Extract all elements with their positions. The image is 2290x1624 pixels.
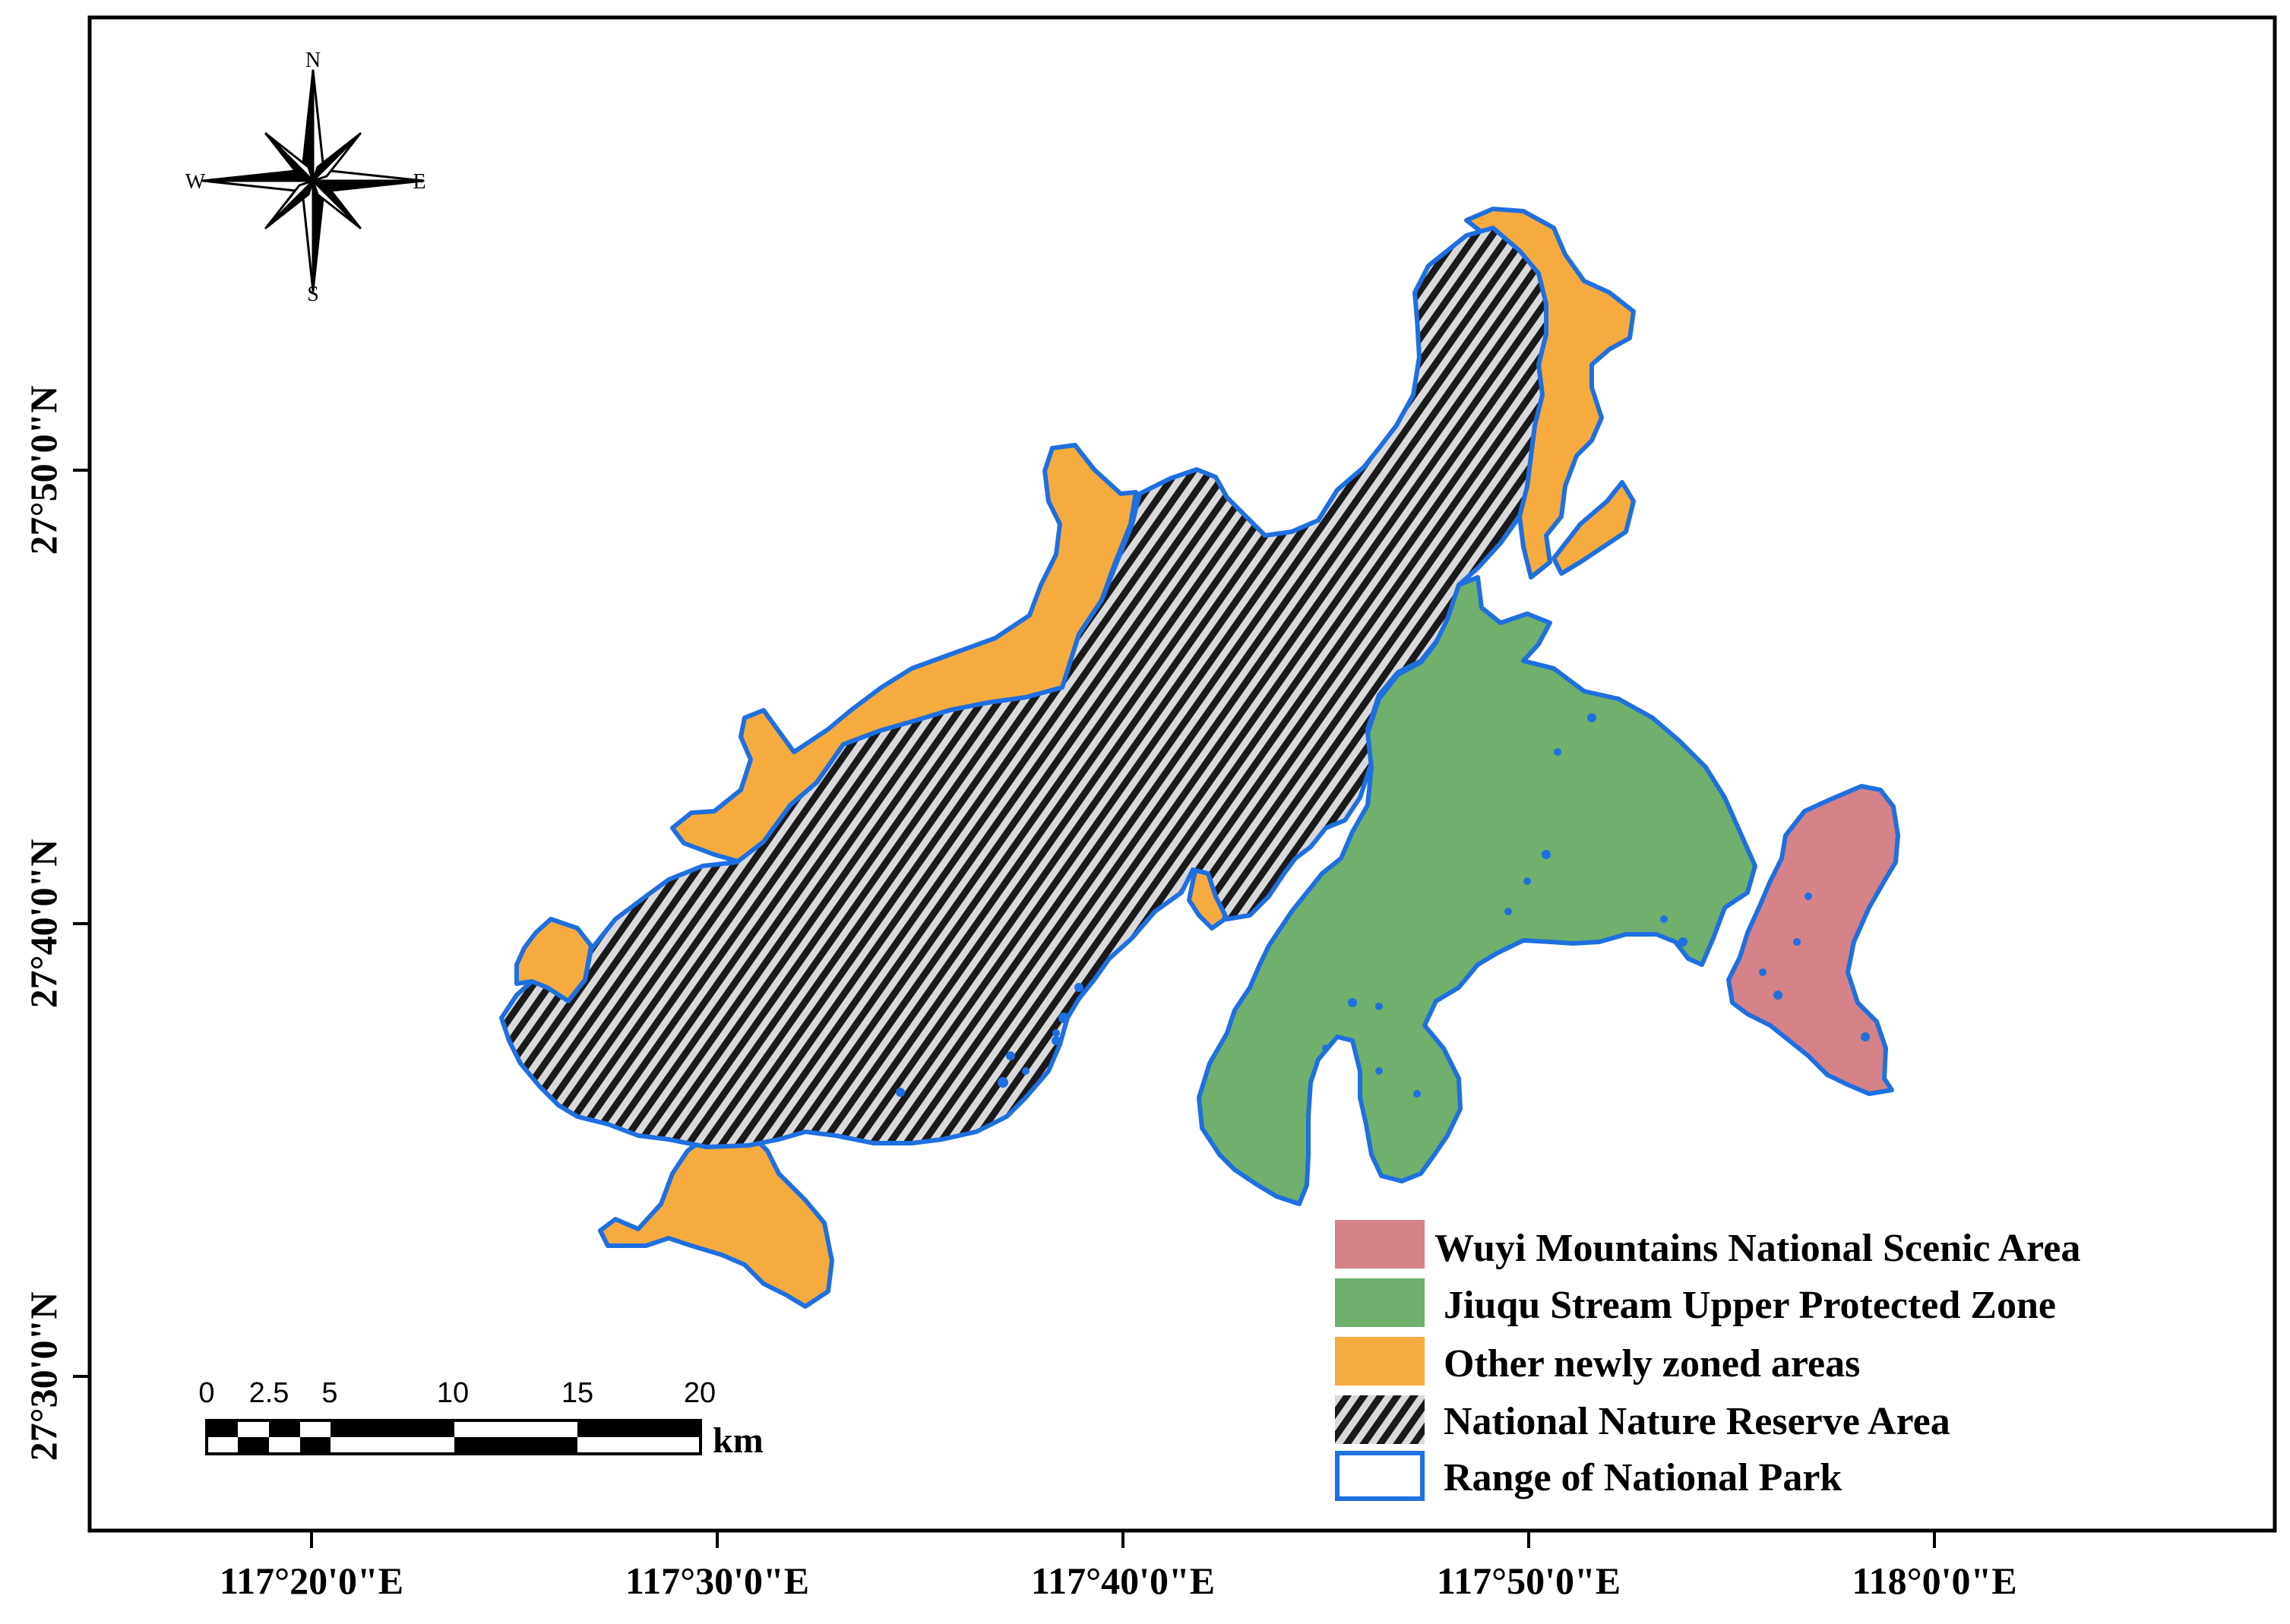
x-tick-label: 117°40'0"E [1031, 1559, 1215, 1602]
x-tick-label: 117°30'0"E [625, 1559, 809, 1602]
y-tick-label: 27°30'0"N [22, 1292, 65, 1461]
wuyi-scenic-area [1726, 784, 1900, 1096]
other-zone-south [598, 1130, 834, 1309]
scale-bar: 0 2.5 5 10 15 20 km [198, 1377, 763, 1461]
other-zone-east-strip [1551, 480, 1636, 576]
compass-label-north: N [305, 49, 321, 72]
legend-label: Range of National Park [1444, 1456, 1842, 1499]
legend-label: Wuyi Mountains National Scenic Area [1434, 1227, 2080, 1270]
y-tick-label: 27°50'0"N [22, 386, 65, 555]
x-tick-label: 117°20'0"E [220, 1559, 403, 1602]
x-tick-label: 117°50'0"E [1437, 1559, 1621, 1602]
map-frame [87, 15, 2277, 1533]
scale-label: 0 [198, 1377, 214, 1409]
compass-label-west: W [185, 170, 206, 194]
x-axis [310, 1531, 1936, 1548]
legend-label: Jiuqu Stream Upper Protected Zone [1444, 1284, 2056, 1327]
x-tick-label: 118°0'0"E [1852, 1559, 2016, 1602]
compass-rose: N S E W [185, 49, 426, 306]
scale-label: 2.5 [249, 1377, 289, 1409]
legend: Wuyi Mountains National Scenic Area Jiuq… [1335, 1220, 2080, 1501]
legend-swatch-reserve [1335, 1395, 1425, 1444]
legend-label: Other newly zoned areas [1444, 1342, 1860, 1385]
y-axis [73, 469, 90, 1378]
legend-swatch-jiuqu [1335, 1278, 1425, 1327]
compass-label-south: S [307, 283, 319, 306]
y-tick-label: 27°40'0"N [22, 839, 65, 1009]
compass-label-east: E [413, 170, 425, 194]
legend-swatch-other [1335, 1337, 1425, 1385]
scale-unit: km [713, 1420, 764, 1461]
scale-label: 15 [561, 1377, 593, 1409]
legend-swatch-range [1335, 1451, 1425, 1501]
legend-label: National Nature Reserve Area [1444, 1400, 1950, 1443]
legend-swatch-scenic [1335, 1220, 1425, 1269]
park-regions [499, 207, 1900, 1309]
jiuqu-stream-protected-zone [1197, 575, 1757, 1206]
scale-label: 5 [321, 1377, 337, 1409]
scale-label: 10 [437, 1377, 469, 1409]
scale-label: 20 [684, 1377, 716, 1409]
